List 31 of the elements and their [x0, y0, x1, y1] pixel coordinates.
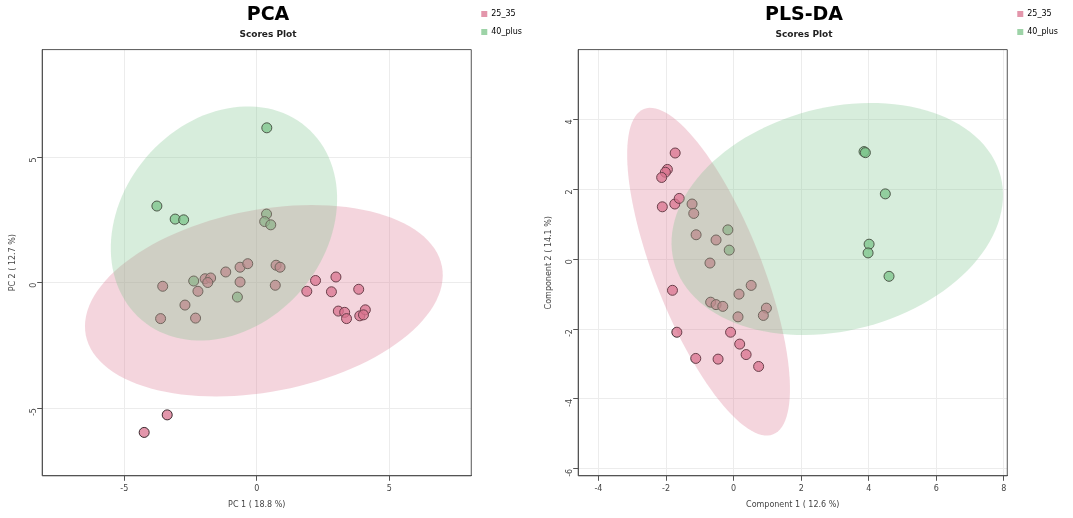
y-axis-title: Component 2 ( 14.1 %) — [543, 216, 553, 310]
y-tick-label: -6 — [565, 468, 575, 477]
x-tick-label: 8 — [1001, 483, 1007, 493]
y-tick-label: 0 — [565, 259, 575, 265]
legend-label: 25_35 — [491, 9, 516, 19]
y-axis-title: PC 2 ( 12.7 %) — [7, 234, 17, 292]
y-tick-label: -5 — [29, 408, 39, 417]
y-tick-label: 0 — [29, 282, 39, 288]
x-tick-label: -5 — [120, 483, 129, 493]
x-tick-label: 2 — [798, 483, 804, 493]
x-tick-label: 0 — [254, 483, 260, 493]
x-axis-title: Component 1 ( 12.6 %) — [746, 500, 840, 510]
chart-title: PLS-DA — [764, 2, 844, 25]
legend-label: 40_plus — [491, 27, 522, 37]
y-tick-label: 2 — [565, 189, 575, 195]
chart-subtitle: Scores Plot — [239, 28, 298, 39]
x-tick-label: 5 — [386, 483, 392, 493]
legend-label: 40_plus — [1027, 27, 1058, 37]
legend-label: 25_35 — [1027, 9, 1052, 19]
y-tick-label: 4 — [565, 119, 575, 125]
x-tick-label: 6 — [933, 483, 939, 493]
x-tick-label: 0 — [731, 483, 737, 493]
y-tick-label: -2 — [565, 329, 575, 338]
x-tick-label: -4 — [594, 483, 603, 493]
chart-title: PCA — [246, 2, 290, 25]
y-tick-label: -4 — [565, 398, 575, 407]
chart-subtitle: Scores Plot — [775, 28, 834, 39]
y-tick-label: 5 — [29, 157, 39, 163]
x-axis-title: PC 1 ( 18.8 %) — [228, 500, 286, 510]
x-tick-label: 4 — [866, 483, 872, 493]
x-tick-label: -2 — [662, 483, 671, 493]
